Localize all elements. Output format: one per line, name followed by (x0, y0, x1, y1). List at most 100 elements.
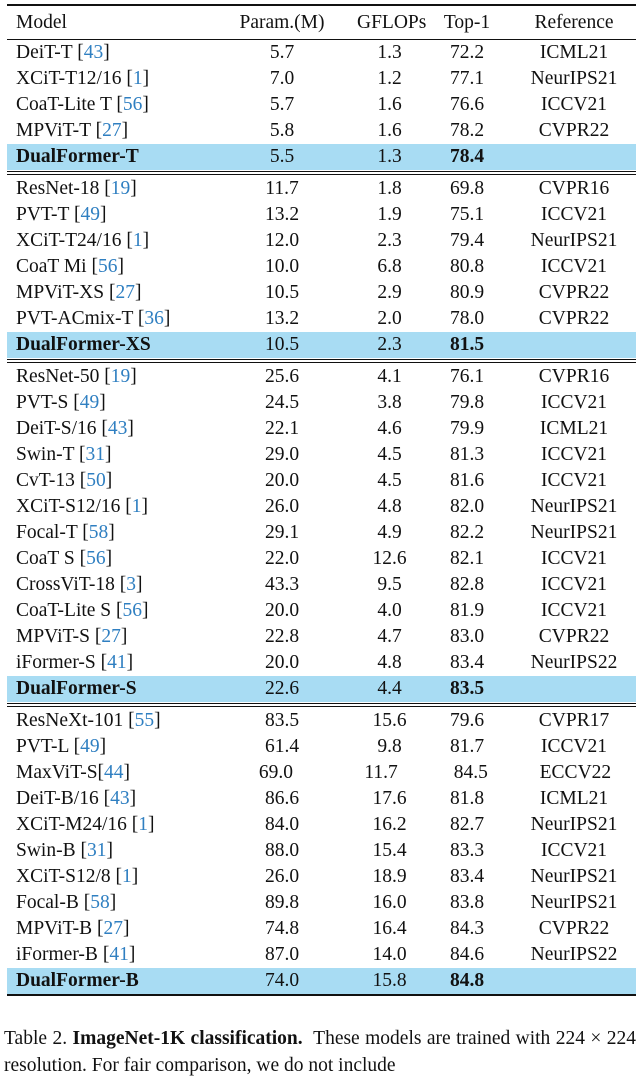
citation-link[interactable]: 49 (79, 392, 100, 413)
top1-cell: 79.4 (449, 230, 485, 251)
reference-cell: ECCV22 (539, 762, 612, 783)
gflops-cell: 4.9 (377, 522, 402, 543)
gflops-cell: 14.0 (372, 944, 407, 965)
citation-link[interactable]: 1 (122, 866, 132, 887)
table-row: DeiT-T [43] 5.7 1.3 72.2 ICML21 (7, 40, 636, 66)
citation-link[interactable]: 1 (131, 496, 142, 517)
citation-link[interactable]: 27 (102, 120, 122, 141)
citation-link[interactable]: 19 (110, 178, 131, 199)
model-name: MPViT-T (16, 120, 91, 141)
reference-cell: NeurIPS21 (530, 522, 618, 543)
top1-cell: 81.9 (449, 600, 485, 621)
citation-link[interactable]: 41 (109, 944, 129, 965)
reference-cell: ICCV21 (540, 256, 608, 277)
citation-link[interactable]: 50 (86, 470, 106, 491)
model-cell: MPViT-T [27] (16, 120, 129, 141)
model-cell: PVT-ACmix-T [36] (16, 308, 171, 329)
gflops-cell: 16.4 (372, 918, 407, 939)
group-separator (7, 358, 636, 364)
table-row: iFormer-S [41] 20.0 4.8 83.4 NeurIPS22 (7, 650, 636, 676)
header-gflops: GFLOPs (357, 11, 427, 33)
citation-link[interactable]: 3 (126, 574, 136, 595)
citation-link[interactable]: 31 (86, 840, 107, 861)
gflops-cell: 1.3 (377, 42, 402, 63)
citation-link[interactable]: 56 (122, 600, 143, 621)
gflops-cell: 1.8 (377, 178, 402, 199)
table-row: MaxViT-S[44] 69.0 11.7 84.5 ECCV22 (7, 760, 636, 786)
gflops-cell: 16.0 (372, 892, 407, 913)
reference-cell: CVPR22 (538, 918, 610, 939)
gflops-cell: 1.3 (377, 146, 402, 167)
citation-link[interactable]: 43 (110, 788, 130, 809)
table-row: PVT-T [49] 13.2 1.9 75.1 ICCV21 (7, 202, 636, 228)
model-cell: CoaT-Lite T [56] (16, 94, 149, 115)
model-cell: MPViT-S [27] (16, 626, 128, 647)
top1-cell: 78.2 (449, 120, 485, 141)
citation-link[interactable]: 27 (115, 282, 135, 303)
param-cell: 10.5 (264, 334, 300, 355)
citation-link[interactable]: 19 (110, 366, 131, 387)
table-row: DeiT-S/16 [43] 22.1 4.6 79.9 ICML21 (7, 416, 636, 442)
top1-cell: 76.6 (449, 94, 485, 115)
gflops-cell: 4.8 (377, 496, 402, 517)
model-name: CrossViT-18 (16, 574, 115, 595)
citation-link[interactable]: 36 (144, 308, 164, 329)
model-cell: MPViT-B [27] (16, 918, 130, 939)
citation-link[interactable]: 31 (85, 444, 106, 465)
top1-cell: 78.4 (449, 146, 485, 167)
reference-cell: ICCV21 (540, 392, 608, 413)
param-cell: 7.0 (269, 68, 295, 89)
param-cell: 5.5 (269, 146, 295, 167)
citation-link[interactable]: 41 (107, 652, 127, 673)
gflops-cell: 2.9 (377, 282, 402, 303)
top1-cell: 84.3 (449, 918, 485, 939)
citation-link[interactable]: 56 (86, 548, 106, 569)
citation-link[interactable]: 43 (83, 42, 104, 63)
top1-cell: 83.4 (449, 866, 485, 887)
model-name: XCiT-T12/16 (16, 68, 122, 89)
model-name: PVT-L (16, 736, 69, 757)
top1-cell: 82.2 (449, 522, 485, 543)
model-cell: DualFormer-S (7, 678, 207, 700)
table-row: PVT-L [49] 61.4 9.8 81.7 ICCV21 (7, 734, 636, 760)
table-row: DeiT-B/16 [43] 86.6 17.6 81.8 ICML21 (7, 786, 636, 812)
citation-link[interactable]: 56 (97, 256, 118, 277)
citation-link[interactable]: 49 (80, 736, 100, 757)
reference-cell: CVPR22 (538, 120, 610, 141)
results-table: Model Param.(M) GFLOPs Top-1 Reference D… (7, 4, 636, 996)
group-separator (7, 170, 636, 176)
citation-link[interactable]: 55 (134, 710, 155, 731)
citation-link[interactable]: 1 (132, 68, 143, 89)
citation-link[interactable]: 58 (90, 892, 110, 913)
model-name: Focal-B (16, 892, 79, 913)
caption-label: Table 2. (4, 1028, 68, 1049)
param-cell: 5.7 (269, 94, 295, 115)
model-name: XCiT-S12/8 (16, 866, 111, 887)
model-cell: Focal-B [58] (16, 892, 117, 913)
reference-cell: NeurIPS21 (530, 68, 618, 89)
model-name: ResNeXt-101 (16, 710, 124, 731)
model-name: DeiT-B/16 (16, 788, 99, 809)
param-cell: 29.0 (264, 444, 300, 465)
gflops-cell: 17.6 (372, 788, 407, 809)
citation-link[interactable]: 58 (88, 522, 109, 543)
citation-link[interactable]: 56 (122, 94, 143, 115)
reference-cell: NeurIPS21 (530, 496, 618, 517)
model-name: iFormer-B (16, 944, 98, 965)
model-name: CoaT Mi (16, 256, 87, 277)
citation-link[interactable]: 27 (103, 918, 124, 939)
reference-cell: ICML21 (539, 42, 609, 63)
citation-link[interactable]: 49 (80, 204, 100, 225)
citation-link[interactable]: 44 (104, 762, 124, 783)
top1-cell: 78.0 (449, 308, 485, 329)
citation-link[interactable]: 1 (132, 230, 143, 251)
model-cell: PVT-T [49] (16, 204, 107, 225)
caption-title: ImageNet-1K classification. (72, 1028, 303, 1049)
param-cell: 74.8 (264, 918, 300, 939)
citation-link[interactable]: 43 (107, 418, 128, 439)
gflops-cell: 4.5 (377, 470, 402, 491)
model-cell: CoaT-Lite S [56] (16, 600, 149, 621)
param-cell: 12.0 (264, 230, 300, 251)
citation-link[interactable]: 1 (138, 814, 149, 835)
citation-link[interactable]: 27 (101, 626, 121, 647)
